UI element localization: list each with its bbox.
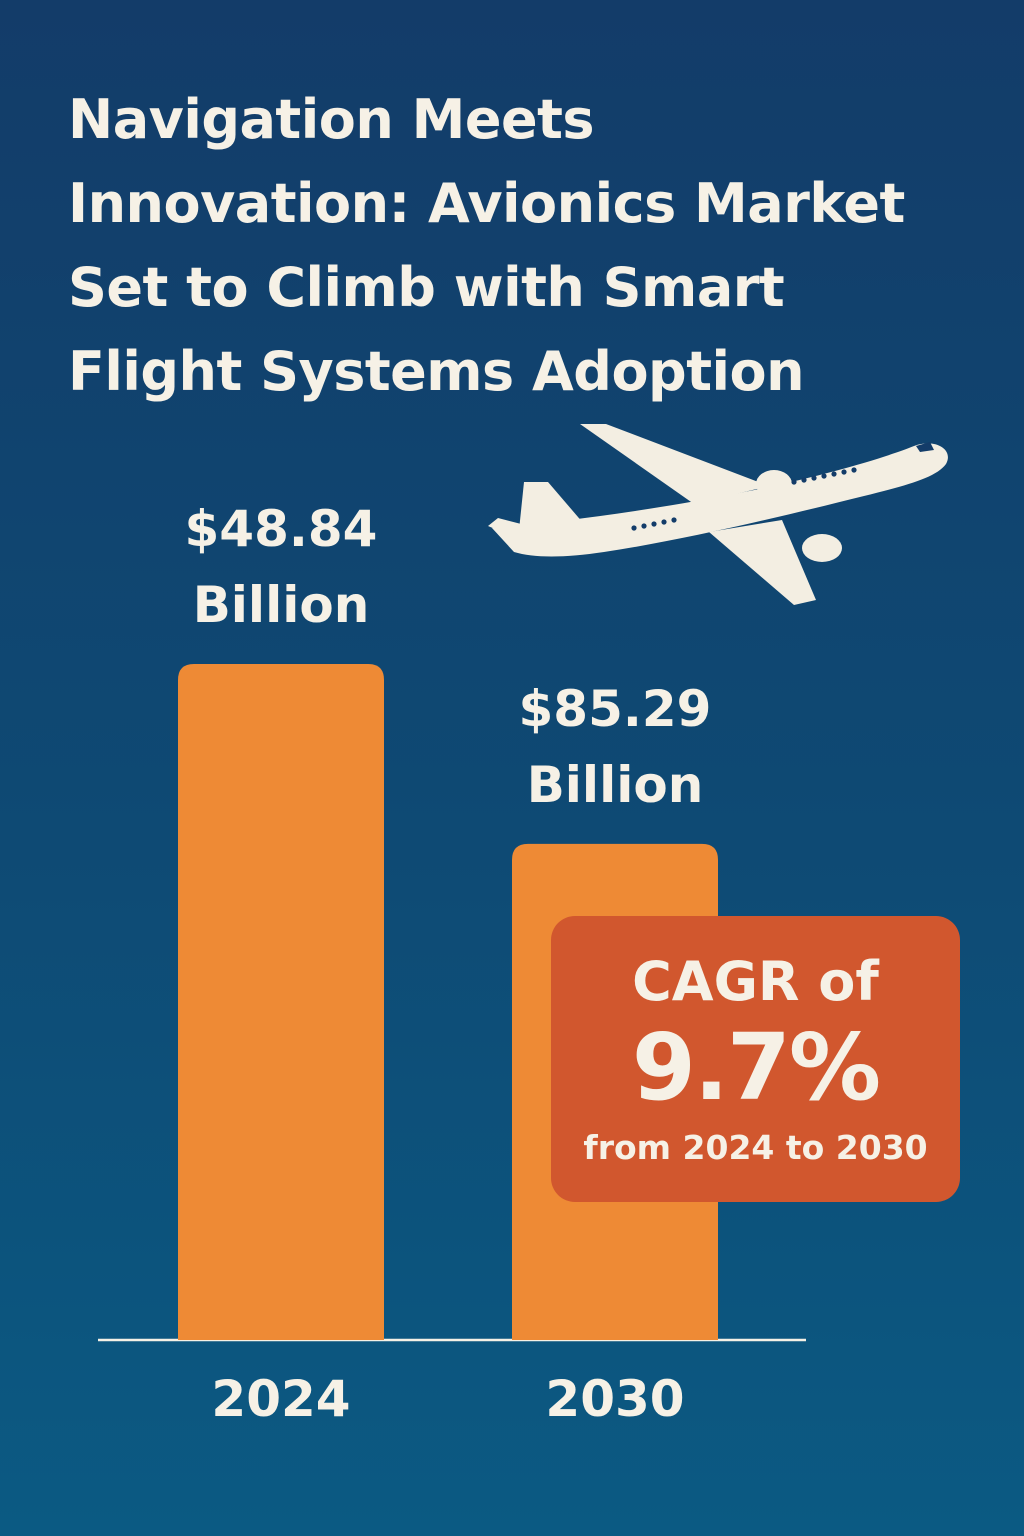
value-label: Billion <box>527 756 704 814</box>
cagr-label: CAGR of <box>632 950 879 1013</box>
value-label: $48.84 <box>185 500 378 558</box>
airplane-icon <box>488 424 948 605</box>
cagr-value: 9.7% <box>631 1014 881 1121</box>
title-line: Innovation: Avionics Market <box>68 172 905 235</box>
value-label: $85.29 <box>519 680 712 738</box>
page-title: Navigation Meets Innovation: Avionics Ma… <box>68 78 968 414</box>
bar-2024 <box>178 664 384 1340</box>
title-line: Flight Systems Adoption <box>68 340 805 403</box>
x-tick-label: 2030 <box>545 1370 684 1428</box>
title-line: Set to Climb with Smart <box>68 256 785 319</box>
x-tick-label: 2024 <box>211 1370 350 1428</box>
title-line: Navigation Meets <box>68 88 595 151</box>
cagr-callout: CAGR of 9.7% from 2024 to 2030 <box>551 916 960 1202</box>
cagr-period: from 2024 to 2030 <box>583 1128 928 1167</box>
value-label: Billion <box>193 576 370 634</box>
